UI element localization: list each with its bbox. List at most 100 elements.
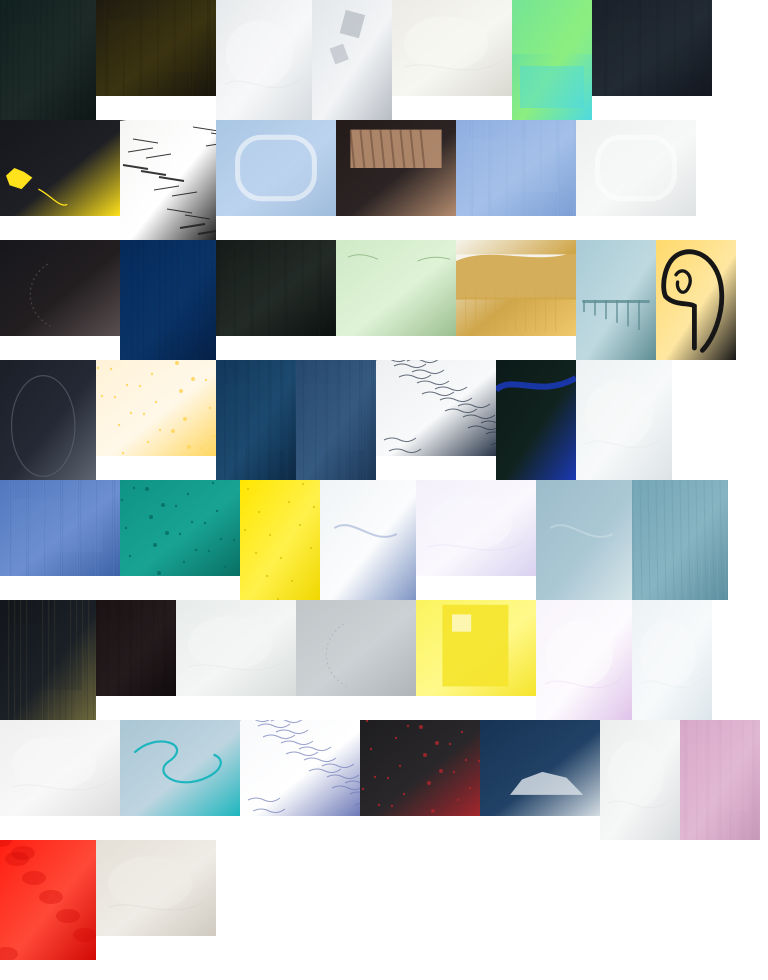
artwork-thumbnail-5-7[interactable]: [632, 480, 728, 600]
artwork-thumbnail-3-6[interactable]: [576, 240, 656, 360]
artwork-thumbnail-3-2[interactable]: [120, 240, 216, 360]
artwork-thumbnail-2-1[interactable]: [0, 120, 120, 216]
painting-background: [336, 240, 456, 336]
artwork-thumbnail-5-1[interactable]: [0, 480, 120, 576]
artwork-thumbnail-7-5[interactable]: [480, 720, 600, 816]
artwork-thumbnail-7-6[interactable]: [600, 720, 680, 840]
artwork-thumbnail-4-3[interactable]: [216, 360, 296, 480]
artwork-canvas: [96, 600, 176, 696]
artwork-canvas: [320, 480, 416, 600]
artwork-canvas: [0, 240, 120, 336]
painting-background: [376, 360, 496, 456]
artwork-canvas: [680, 720, 760, 840]
artwork-thumbnail-2-6[interactable]: [576, 120, 696, 216]
artwork-thumbnail-6-4[interactable]: [296, 600, 416, 696]
artwork-thumbnail-3-4[interactable]: [336, 240, 456, 336]
artwork-thumbnail-1-4[interactable]: [312, 0, 392, 120]
artwork-thumbnail-6-5[interactable]: [416, 600, 536, 696]
artwork-thumbnail-3-5[interactable]: [456, 240, 576, 336]
painting-background: [96, 360, 216, 456]
artwork-canvas: [0, 480, 120, 576]
artwork-thumbnail-7-4[interactable]: [360, 720, 480, 816]
artwork-thumbnail-3-7[interactable]: [656, 240, 736, 360]
artwork-thumbnail-8-1[interactable]: [0, 840, 96, 960]
artwork-thumbnail-8-2[interactable]: [96, 840, 216, 936]
artwork-canvas: [392, 0, 512, 96]
artwork-thumbnail-5-3[interactable]: [240, 480, 320, 600]
artwork-thumbnail-4-5[interactable]: [376, 360, 496, 456]
artwork-thumbnail-6-2[interactable]: [96, 600, 176, 696]
artwork-canvas: [296, 600, 416, 696]
artwork-canvas: [0, 720, 120, 816]
artwork-thumbnail-5-2[interactable]: [120, 480, 240, 576]
artwork-canvas: [0, 840, 96, 960]
artwork-thumbnail-6-6[interactable]: [536, 600, 632, 720]
artwork-canvas: [416, 600, 536, 696]
artwork-thumbnail-1-5[interactable]: [392, 0, 512, 96]
artwork-thumbnail-7-3[interactable]: [240, 720, 360, 816]
painting-background: [360, 720, 480, 816]
painting-background: [240, 720, 360, 816]
artwork-thumbnail-6-7[interactable]: [632, 600, 712, 720]
artwork-canvas: [96, 840, 216, 936]
artwork-thumbnail-5-4[interactable]: [320, 480, 416, 600]
painting-background: [0, 120, 120, 216]
artwork-canvas: [536, 600, 632, 720]
painting-background: [0, 360, 96, 480]
artwork-thumbnail-1-7[interactable]: [592, 0, 712, 96]
artwork-thumbnail-5-6[interactable]: [536, 480, 632, 600]
artwork-canvas: [216, 0, 312, 120]
painting-background: [296, 600, 416, 696]
artwork-canvas: [376, 360, 496, 456]
artwork-canvas: [240, 720, 360, 816]
artwork-thumbnail-1-3[interactable]: [216, 0, 312, 120]
artwork-canvas: [592, 0, 712, 96]
artwork-canvas: [360, 720, 480, 816]
artwork-canvas: [496, 360, 576, 480]
artwork-thumbnail-7-1[interactable]: [0, 720, 120, 816]
artwork-thumbnail-7-2[interactable]: [120, 720, 240, 816]
artwork-thumbnail-4-2[interactable]: [96, 360, 216, 456]
artwork-thumbnail-4-6[interactable]: [496, 360, 576, 480]
artwork-thumbnail-5-5[interactable]: [416, 480, 536, 576]
artwork-thumbnail-1-1[interactable]: [0, 0, 96, 120]
painting-background: [240, 480, 320, 600]
artwork-thumbnail-1-6[interactable]: [512, 0, 592, 120]
artwork-canvas: [0, 120, 120, 216]
artwork-thumbnail-4-4[interactable]: [296, 360, 376, 480]
artwork-canvas: [120, 120, 216, 240]
soft-oval-mark: [238, 137, 315, 198]
painting-background: [0, 240, 120, 336]
artwork-thumbnail-3-3[interactable]: [216, 240, 336, 336]
artwork-canvas: [216, 120, 336, 216]
artwork-canvas: [656, 240, 736, 360]
artwork-canvas: [456, 120, 576, 216]
artwork-canvas: [216, 360, 296, 480]
painting-background: [320, 480, 416, 600]
artwork-canvas: [296, 360, 376, 480]
artwork-canvas: [576, 240, 656, 360]
artwork-thumbnail-7-7[interactable]: [680, 720, 760, 840]
artwork-thumbnail-6-3[interactable]: [176, 600, 296, 696]
painting-background: [480, 720, 600, 816]
artwork-canvas: [632, 480, 728, 600]
artwork-canvas: [120, 720, 240, 816]
artwork-thumbnail-2-4[interactable]: [336, 120, 456, 216]
artwork-thumbnail-2-3[interactable]: [216, 120, 336, 216]
artwork-canvas: [240, 480, 320, 600]
artwork-thumbnail-6-1[interactable]: [0, 600, 96, 720]
artwork-canvas: [576, 360, 672, 480]
artwork-thumbnail-3-1[interactable]: [0, 240, 120, 336]
artwork-thumbnail-4-1[interactable]: [0, 360, 96, 480]
painting-background: [120, 720, 240, 816]
artwork-canvas: [0, 360, 96, 480]
soft-oval-mark: [598, 137, 675, 198]
artwork-thumbnail-2-5[interactable]: [456, 120, 576, 216]
artwork-canvas: [336, 120, 456, 216]
artwork-thumbnail-4-7[interactable]: [576, 360, 672, 480]
artwork-thumbnail-1-2[interactable]: [96, 0, 216, 96]
artwork-canvas: [0, 0, 96, 120]
artwork-thumbnail-2-2[interactable]: [120, 120, 216, 240]
brown-block-mark: [350, 130, 441, 168]
artwork-canvas: [416, 480, 536, 576]
